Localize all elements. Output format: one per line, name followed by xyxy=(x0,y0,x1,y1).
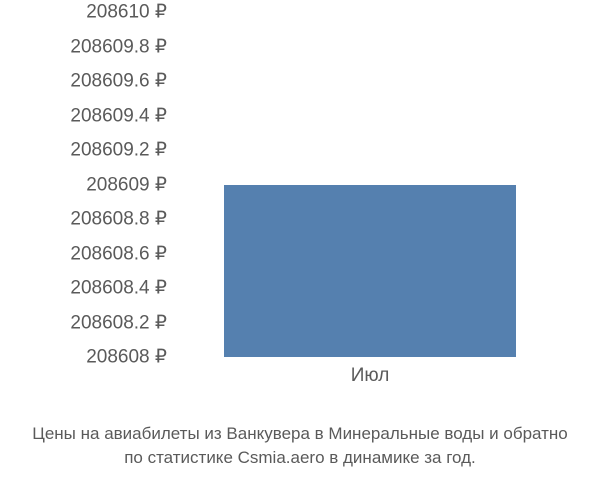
chart-caption: Цены на авиабилеты из Ванкувера в Минера… xyxy=(0,422,600,470)
y-tick-label: 208608.4 ₽ xyxy=(0,279,167,298)
bar xyxy=(224,185,517,358)
chart-container: 208610 ₽ 208609.8 ₽ 208609.6 ₽ 208609.4 ₽ 20… xyxy=(0,0,600,500)
y-tick-label: 208609 ₽ xyxy=(0,175,167,194)
y-axis: 208610 ₽208609.8 ₽208609.6 ₽208609.4 ₽20… xyxy=(0,12,175,357)
y-tick-label: 208609.8 ₽ xyxy=(0,37,167,56)
x-tick-label: Июл xyxy=(351,365,390,387)
caption-line-2: по статистике Csmia.aero в динамике за г… xyxy=(0,446,600,470)
plot-area xyxy=(175,12,565,357)
y-tick-label: 208608.6 ₽ xyxy=(0,244,167,263)
y-tick-label: 208608.8 ₽ xyxy=(0,210,167,229)
y-tick-label: 208609.2 ₽ xyxy=(0,141,167,160)
y-tick-label: 208610 ₽ xyxy=(0,3,167,22)
y-tick-label: 208609.4 ₽ xyxy=(0,106,167,125)
caption-line-1: Цены на авиабилеты из Ванкувера в Минера… xyxy=(0,422,600,446)
y-tick-label: 208608.2 ₽ xyxy=(0,313,167,332)
y-tick-label: 208608 ₽ xyxy=(0,348,167,367)
y-tick-label: 208609.6 ₽ xyxy=(0,72,167,91)
